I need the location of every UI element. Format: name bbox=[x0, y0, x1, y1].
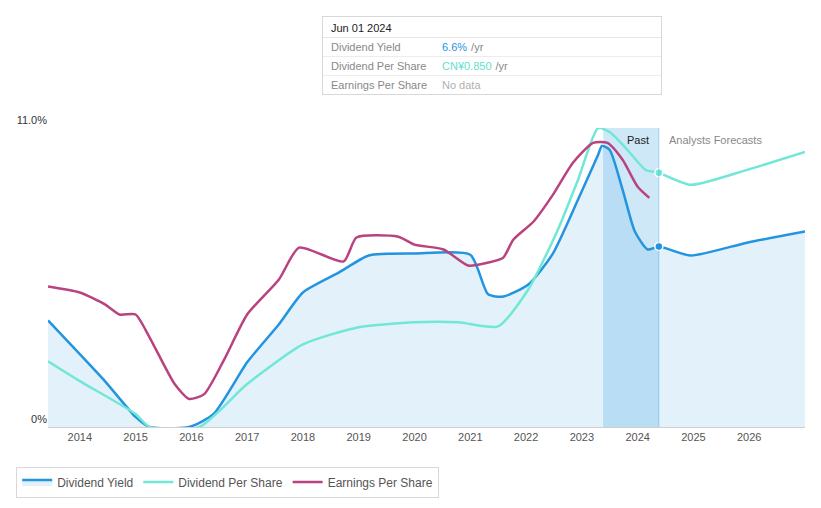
svg-text:Analysts Forecasts: Analysts Forecasts bbox=[669, 134, 762, 146]
html-text:CN¥0.850 /yr: CN¥0.850 /yr bbox=[442, 60, 508, 72]
svg-text:2017: 2017 bbox=[235, 431, 259, 443]
svg-text:2026: 2026 bbox=[737, 431, 761, 443]
svg-text:2024: 2024 bbox=[625, 431, 649, 443]
svg-text:2021: 2021 bbox=[458, 431, 482, 443]
html-text:Dividend Per Share: Dividend Per Share bbox=[331, 60, 427, 72]
svg-text:Dividend Yield: Dividend Yield bbox=[57, 476, 133, 490]
svg-text:2019: 2019 bbox=[346, 431, 370, 443]
svg-text:2016: 2016 bbox=[179, 431, 203, 443]
html-text:Jun 01 2024: Jun 01 2024 bbox=[331, 22, 392, 34]
svg-text:11.0%: 11.0% bbox=[17, 114, 48, 126]
svg-text:2018: 2018 bbox=[291, 431, 315, 443]
svg-text:2020: 2020 bbox=[402, 431, 426, 443]
html-text:6.6% /yr: 6.6% /yr bbox=[442, 41, 484, 53]
svg-text:Earnings Per Share: Earnings Per Share bbox=[328, 476, 433, 490]
svg-text:2014: 2014 bbox=[68, 431, 92, 443]
html-text:Dividend Yield: Dividend Yield bbox=[331, 41, 401, 53]
svg-text:0%: 0% bbox=[31, 413, 47, 425]
svg-text:2022: 2022 bbox=[514, 431, 538, 443]
svg-text:2025: 2025 bbox=[681, 431, 705, 443]
html-text:No data: No data bbox=[442, 79, 481, 91]
html-text:Earnings Per Share: Earnings Per Share bbox=[331, 79, 427, 91]
svg-text:2023: 2023 bbox=[570, 431, 594, 443]
svg-text:2015: 2015 bbox=[123, 431, 147, 443]
svg-text:Past: Past bbox=[627, 134, 649, 146]
svg-text:Dividend Per Share: Dividend Per Share bbox=[178, 476, 282, 490]
